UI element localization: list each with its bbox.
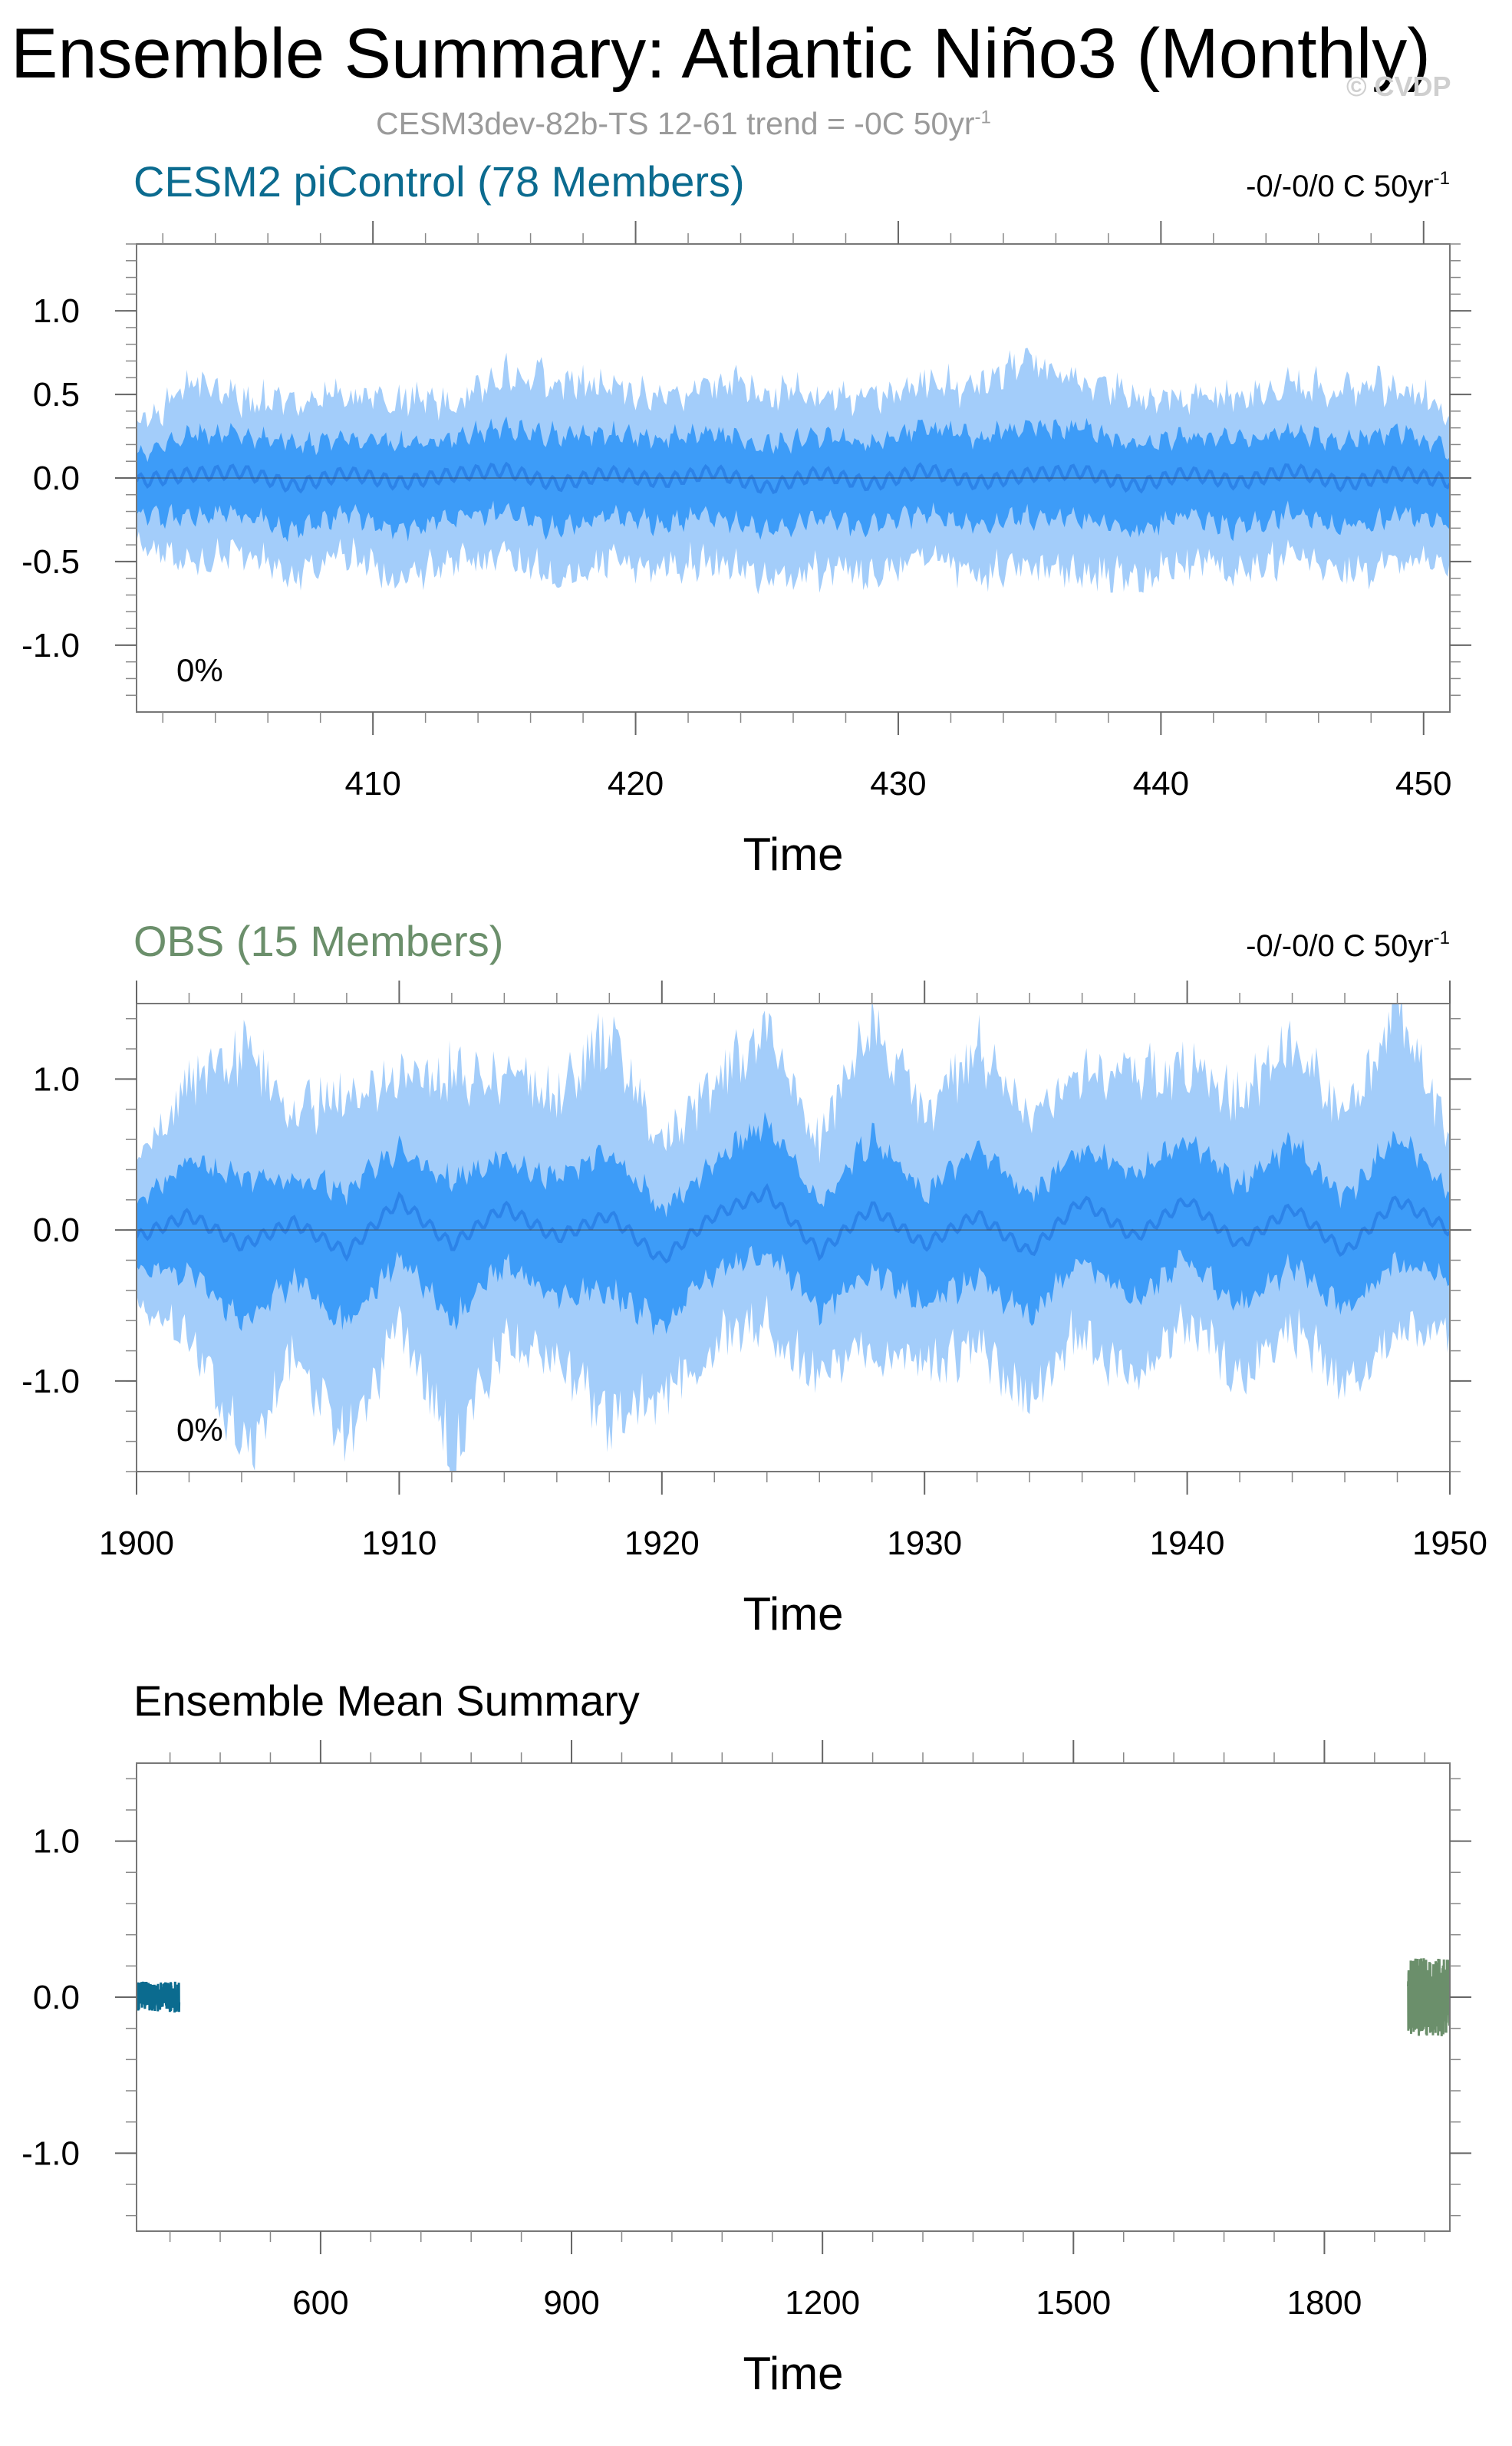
plot-area xyxy=(137,1004,1450,1472)
trend-exponent: -1 xyxy=(1434,168,1450,189)
x-axis-label: Time xyxy=(743,1588,843,1640)
ensemble-mean-line xyxy=(137,461,1450,495)
y-tick-label: 0.0 xyxy=(33,460,80,497)
y-tick-label: 0.0 xyxy=(33,1979,80,2016)
x-tick-label: 430 xyxy=(870,765,926,803)
x-tick-label: 1200 xyxy=(785,2284,860,2322)
chart-panel-3: Ensemble Mean Summary 1.0 0.0 -1.0 600 900 120… xyxy=(21,1676,1471,2399)
chart-title: Ensemble Mean Summary xyxy=(133,1676,640,1725)
x-axis-label: Time xyxy=(743,829,843,880)
x-tick-label: 1930 xyxy=(887,1525,962,1562)
chart-trend-label: -0/-0/0 C 50yr-1 xyxy=(1246,928,1450,963)
summary-series-1 xyxy=(137,1981,181,2013)
chart-annotation: 0% xyxy=(176,1412,223,1448)
x-tick-label: 1940 xyxy=(1150,1525,1225,1562)
chart-title: OBS (15 Members) xyxy=(133,917,503,965)
figure-subtitle: CESM3dev-82b-TS 12-61 trend = -0C 50yr-1 xyxy=(376,106,991,142)
plot-frame xyxy=(136,1003,1451,1472)
y-tick-label: 0.0 xyxy=(33,1211,80,1249)
subtitle-text: CESM3dev-82b-TS 12-61 trend = -0C 50yr xyxy=(376,106,975,141)
trend-text: -0/-0/0 C 50yr xyxy=(1246,929,1434,963)
y-tick-label: -1.0 xyxy=(21,627,80,664)
plot-area xyxy=(137,1958,1450,2036)
y-tick-label: 1.0 xyxy=(33,292,80,330)
x-tick-label: 450 xyxy=(1395,765,1451,803)
x-tick-label: 1950 xyxy=(1412,1525,1487,1562)
x-tick-label: 420 xyxy=(608,765,664,803)
y-tick-label: -1.0 xyxy=(21,2134,80,2172)
subtitle-exponent: -1 xyxy=(974,107,991,128)
y-tick-label: 0.5 xyxy=(33,376,80,414)
copyright-watermark: © CVDP xyxy=(1346,71,1451,102)
chart-panel-1: CESM2 piControl (78 Members) -0/-0/0 C 50… xyxy=(21,157,1471,880)
x-tick-label: 1500 xyxy=(1036,2284,1111,2322)
ensemble-mean-line xyxy=(137,1183,1450,1264)
x-tick-label: 1900 xyxy=(99,1525,174,1562)
y-tick-label: 1.0 xyxy=(33,1823,80,1861)
x-tick-label: 900 xyxy=(543,2284,599,2322)
y-tick-label: 1.0 xyxy=(33,1060,80,1098)
x-tick-label: 440 xyxy=(1133,765,1189,803)
chart-trend-label: -0/-0/0 C 50yr-1 xyxy=(1246,168,1450,203)
summary-series-2 xyxy=(1407,1958,1450,2036)
x-tick-label: 1920 xyxy=(624,1525,700,1562)
x-tick-label: 1910 xyxy=(361,1525,436,1562)
plot-frame xyxy=(136,1762,1451,2232)
trend-text: -0/-0/0 C 50yr xyxy=(1246,170,1434,203)
chart-panel-2: OBS (15 Members) -0/-0/0 C 50yr-1 1.0 0.0 -1… xyxy=(21,917,1487,1640)
x-tick-label: 1800 xyxy=(1286,2284,1362,2322)
x-axis-label: Time xyxy=(743,2348,843,2399)
chart-annotation: 0% xyxy=(176,652,223,688)
chart-title: CESM2 piControl (78 Members) xyxy=(133,157,745,206)
y-tick-label: -0.5 xyxy=(21,543,80,581)
plot-area xyxy=(137,348,1450,595)
trend-exponent: -1 xyxy=(1434,928,1450,948)
x-tick-label: 410 xyxy=(344,765,400,803)
x-tick-label: 600 xyxy=(292,2284,348,2322)
y-tick-label: -1.0 xyxy=(21,1363,80,1400)
figure-title: Ensemble Summary: Atlantic Niño3 (Monthl… xyxy=(11,15,1431,93)
